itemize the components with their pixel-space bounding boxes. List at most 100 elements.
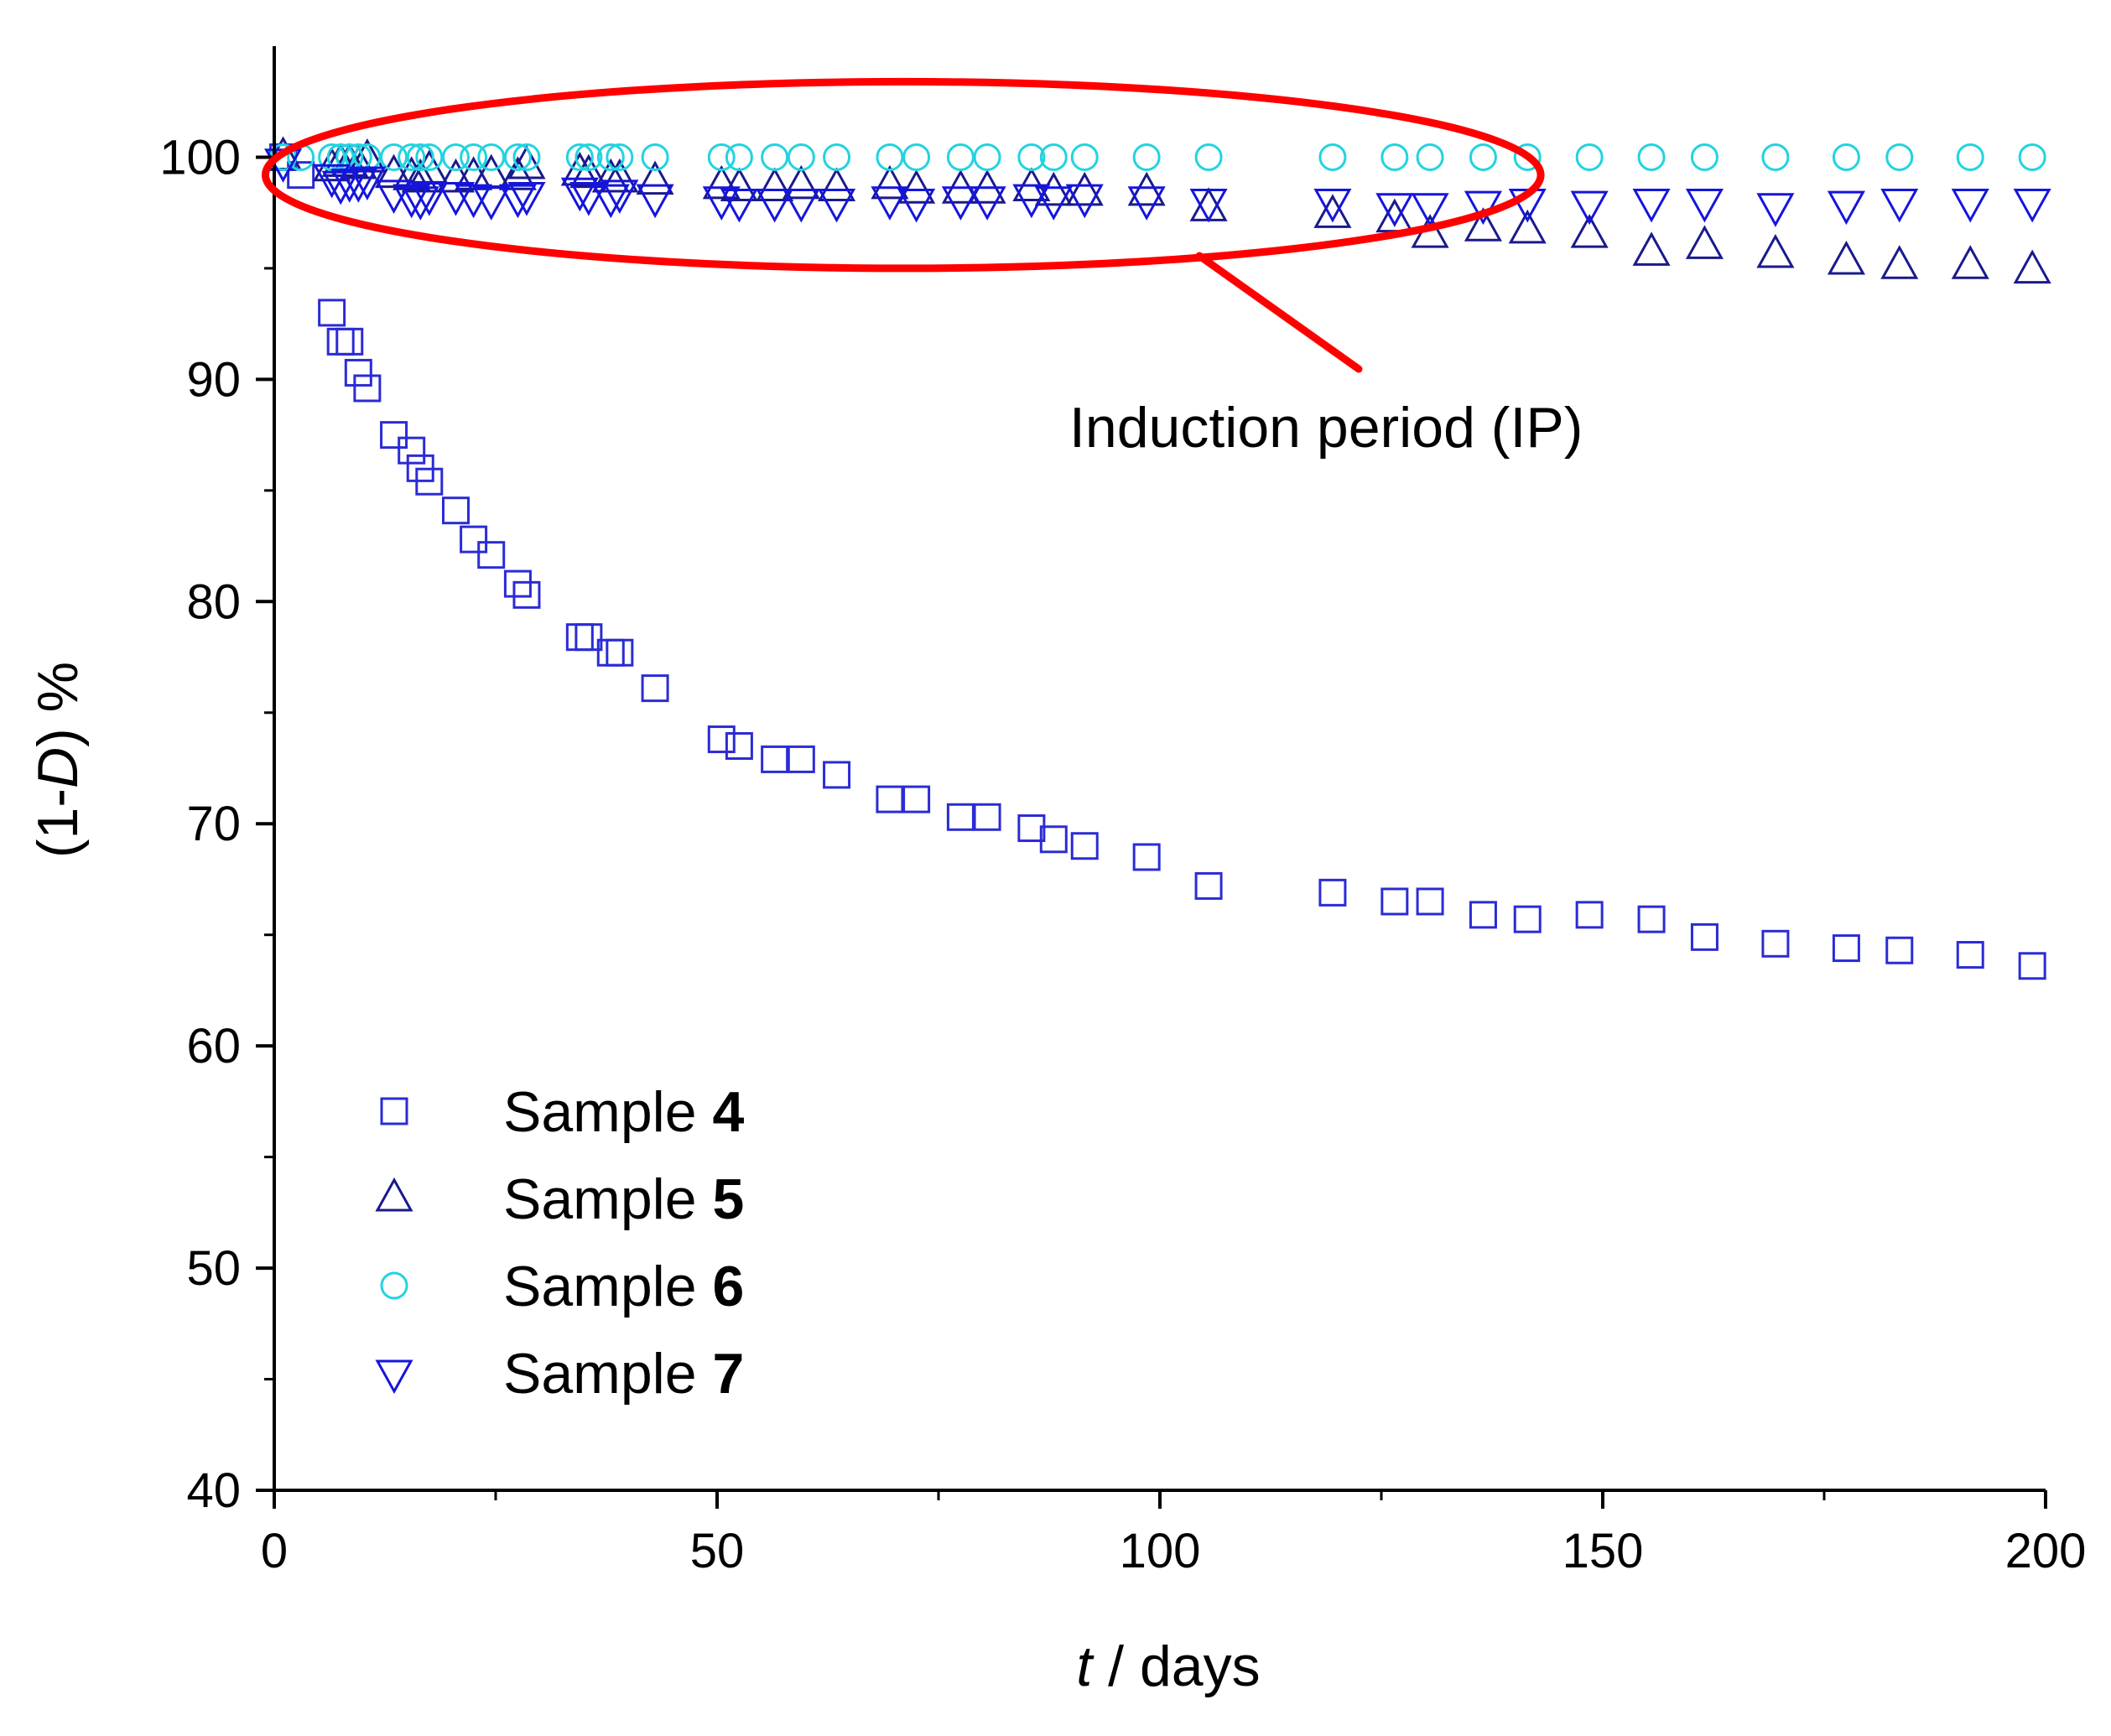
data-point <box>1832 143 1860 171</box>
data-point <box>601 179 639 214</box>
data-point <box>973 803 1001 831</box>
data-point <box>782 188 820 223</box>
data-point <box>380 143 408 171</box>
data-point <box>941 186 980 221</box>
data-point <box>507 144 546 179</box>
data-point <box>1039 143 1068 171</box>
y-tick-label: 100 <box>159 130 241 185</box>
data-point <box>1017 814 1046 843</box>
data-point <box>1637 905 1666 933</box>
data-point <box>1416 887 1444 916</box>
data-point <box>498 184 537 219</box>
data-point <box>575 143 603 171</box>
data-point <box>565 623 594 652</box>
y-tick-label: 50 <box>186 1241 241 1296</box>
data-point <box>1380 143 1409 171</box>
data-point <box>1318 143 1347 171</box>
data-point <box>1832 934 1860 963</box>
data-point <box>641 143 669 171</box>
data-point <box>1761 143 1790 171</box>
data-point <box>1017 143 1046 171</box>
data-point <box>321 170 360 205</box>
data-point <box>725 143 753 171</box>
data-point <box>876 785 904 813</box>
data-point <box>1685 225 1724 259</box>
data-point <box>393 184 431 219</box>
data-point <box>1956 143 1984 171</box>
data-point <box>756 167 794 202</box>
data-point <box>787 143 815 171</box>
y-axis-prefix: (1- <box>26 788 90 858</box>
legend-label-number: 6 <box>712 1255 744 1318</box>
data-point <box>596 143 625 171</box>
data-point <box>507 181 546 216</box>
data-point <box>1880 245 1919 279</box>
data-point <box>787 745 815 773</box>
data-point <box>902 785 931 813</box>
data-point <box>707 143 736 171</box>
data-point <box>606 638 634 667</box>
data-point <box>1127 186 1166 221</box>
data-point <box>1065 171 1104 206</box>
legend-item-sample-7: Sample 7 <box>375 1342 744 1406</box>
data-point <box>1194 871 1223 900</box>
legend-label-text: Sample <box>503 1342 712 1406</box>
data-point <box>1951 245 1989 279</box>
data-point <box>1637 143 1666 171</box>
data-point <box>968 186 1006 221</box>
data-point <box>1685 188 1724 223</box>
annotation: Induction period (IP) <box>261 77 1583 460</box>
y-tick-label: 70 <box>186 797 241 851</box>
data-point <box>1575 901 1604 929</box>
data-point <box>565 143 594 171</box>
data-point <box>2018 143 2046 171</box>
data-point <box>756 188 794 223</box>
data-point <box>2018 952 2046 980</box>
legend-marker <box>375 1359 413 1395</box>
data-point <box>287 161 315 190</box>
data-point <box>1065 184 1104 219</box>
series-layer <box>264 136 2051 980</box>
data-point <box>472 186 511 221</box>
y-axis-variable: D <box>26 747 90 788</box>
data-point <box>498 156 537 190</box>
data-point <box>823 143 851 171</box>
data-point <box>1885 143 1914 171</box>
annotation-label: Induction period (IP) <box>1069 396 1583 460</box>
data-point <box>398 143 426 171</box>
legend-marker <box>380 1271 408 1300</box>
data-point <box>1956 941 1984 969</box>
data-point <box>335 327 364 356</box>
induction-period-ellipse <box>261 77 1545 273</box>
data-point <box>1570 190 1609 226</box>
data-point <box>1380 887 1409 916</box>
series-sample-6 <box>269 143 2046 171</box>
annotation-pointer-line <box>1195 252 1363 373</box>
data-point <box>782 164 820 200</box>
data-point <box>641 674 669 703</box>
data-point <box>1690 923 1718 951</box>
data-point <box>1469 143 1497 171</box>
legend-label: Sample 4 <box>503 1080 744 1144</box>
series-sample-4 <box>269 143 2046 980</box>
data-point <box>1127 171 1166 206</box>
data-point <box>415 467 444 496</box>
data-point <box>477 541 506 569</box>
x-axis-variable: t <box>1076 1635 1094 1698</box>
data-point <box>401 186 439 221</box>
legend-label-text: Sample <box>503 1167 712 1231</box>
legend-label: Sample 7 <box>503 1342 744 1406</box>
data-point <box>818 167 856 202</box>
axes: 0 50 100 150 200 40 50 60 70 80 90 100 <box>159 46 2086 1578</box>
y-tick-label: 60 <box>186 1019 241 1073</box>
data-point <box>1411 193 1449 227</box>
data-point <box>601 158 639 193</box>
data-point <box>1416 143 1444 171</box>
data-point <box>406 143 434 171</box>
data-point <box>606 143 634 171</box>
legend-label-text: Sample <box>503 1080 712 1144</box>
legend-label-number: 4 <box>712 1080 744 1144</box>
x-axis-unit: / days <box>1092 1635 1260 1698</box>
data-point <box>2013 188 2051 223</box>
axis-titles: t / days (1-D) % <box>26 662 1261 1698</box>
